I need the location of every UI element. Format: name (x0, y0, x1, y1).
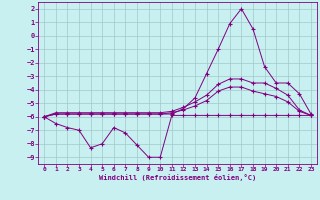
X-axis label: Windchill (Refroidissement éolien,°C): Windchill (Refroidissement éolien,°C) (99, 174, 256, 181)
